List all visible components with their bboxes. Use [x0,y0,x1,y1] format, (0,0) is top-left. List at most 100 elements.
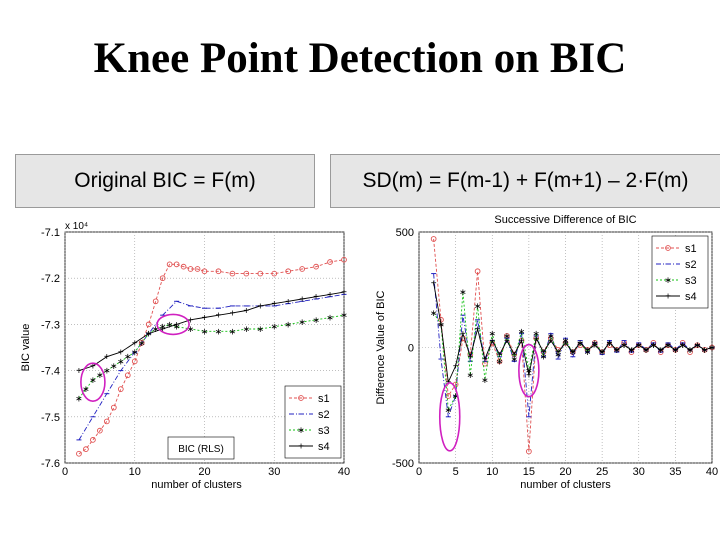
legend-label-s1: s1 [318,393,330,405]
data-point-s4: + [327,290,333,301]
right-y-tick-label: 0 [408,343,414,355]
legend-label-s2: s2 [685,259,697,271]
data-point-s1 [187,266,194,272]
data-point-s1 [90,437,96,443]
data-point-s4: + [475,325,481,336]
data-point-s4: + [160,325,166,336]
series-line-s4 [78,291,345,372]
data-point-s4: + [438,320,444,331]
data-point-s4: + [614,345,620,356]
right-chart-title: Successive Difference of BIC [494,214,636,226]
data-point-s4: + [709,343,715,354]
series-line-s4 [433,282,713,384]
data-point-s1 [173,261,180,268]
left-knee-highlight-circle [80,362,106,402]
data-point-s4: + [643,345,649,356]
data-point-s4: + [687,345,693,356]
data-point-s3: ∗ [298,317,306,327]
data-point-s3: ∗ [257,324,265,334]
data-point-s4: + [76,366,82,377]
data-point-s3: ∗ [452,391,460,401]
data-point-s3: ∗ [340,310,348,320]
data-point-s3: ∗ [540,352,548,362]
data-point-s1 [313,263,319,270]
data-point-s1 [194,266,201,272]
data-point-s3: ∗ [503,331,511,341]
data-point-s3: ∗ [159,322,167,332]
left-knee-highlight-circle [156,313,190,336]
data-point-s4: + [489,336,495,347]
data-point-s3: ∗ [525,366,533,376]
data-point-s1 [430,236,437,242]
data-point-s3: ∗ [131,347,139,357]
data-point-s1 [474,268,481,275]
data-point-s3: ∗ [201,326,209,336]
data-point-s4: + [680,341,686,352]
right-x-axis-label: number of clusters [520,479,611,491]
data-point-s4: + [629,345,635,356]
data-point-s4: + [533,334,539,345]
data-point-s3: ∗ [430,308,438,318]
left-legend-title-box [167,436,235,460]
data-point-s4: + [313,292,319,303]
data-point-s4: + [497,350,503,361]
data-point-s3: ∗ [562,336,570,346]
data-point-s4: + [132,338,138,349]
data-point-s4: + [702,345,708,356]
left-x-tick-label: 40 [338,466,350,478]
data-point-s1 [327,259,333,265]
data-point-s4: + [90,361,96,372]
data-point-s1 [243,270,250,277]
data-point-s4: + [118,348,124,359]
right-min-highlight-circle [438,381,461,452]
data-point-s4: + [665,292,671,303]
left-x-axis-label: number of clusters [151,479,242,491]
data-point-s4: + [202,313,208,324]
data-point-s3: ∗ [496,356,504,366]
data-point-s3: ∗ [75,393,83,403]
legend-label-s3: s3 [318,425,330,437]
data-point-s4: + [636,341,642,352]
data-point-s4: + [519,336,525,347]
data-point-s1 [285,268,292,275]
data-point-s4: + [257,301,263,312]
data-point-s4: + [229,308,235,319]
right-min-highlight-circle [518,343,540,398]
data-point-s1 [271,270,278,277]
left-y-tick-label: -7.5 [41,412,60,424]
data-point-s3: ∗ [584,347,592,357]
data-point-s1 [97,427,103,434]
data-point-s3: ∗ [481,375,489,385]
slide-title: Knee Point Detection on BIC [93,35,627,82]
data-point-s3: ∗ [518,326,526,336]
data-point-s4: + [511,350,517,361]
right-x-tick-label: 20 [559,466,571,478]
data-point-s3: ∗ [532,329,540,339]
data-point-s1 [298,395,304,401]
data-point-s3: ∗ [166,319,174,329]
left-y-tick-label: -7.6 [41,458,60,470]
data-point-s1 [110,404,117,411]
data-point-s3: ∗ [270,322,278,332]
data-point-s3: ∗ [187,324,195,334]
data-point-s4: + [577,338,583,349]
data-point-s1 [665,245,671,251]
data-point-s4: + [243,306,249,317]
right-legend-box [651,235,709,309]
data-point-s3: ∗ [82,384,90,394]
data-point-s3: ∗ [229,326,237,336]
data-point-s4: + [570,348,576,359]
data-point-s4: + [658,345,664,356]
data-point-s3: ∗ [467,370,475,380]
data-point-s1 [299,266,306,272]
left-y-tick-label: -7.1 [41,227,60,239]
right-x-tick-label: 15 [523,466,535,478]
data-point-s3: ∗ [110,361,118,371]
data-point-s1 [76,450,82,457]
data-point-s1 [215,268,222,275]
left-legend-title: BIC (RLS) [178,444,224,455]
left-x-tick-label: 10 [129,466,141,478]
data-point-s4: + [285,297,291,308]
data-point-s4: + [467,352,473,363]
